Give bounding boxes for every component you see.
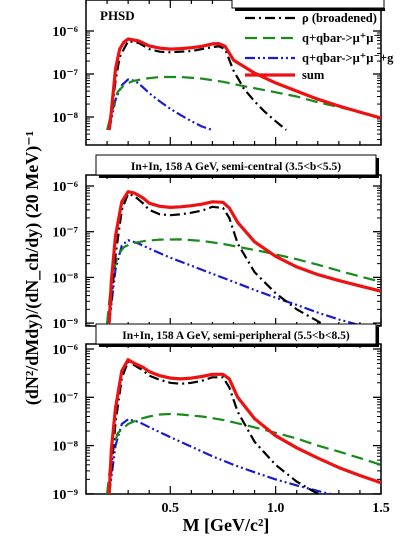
legend-top-shadow: [235, 8, 385, 11]
series-line-0: [108, 40, 287, 131]
series-line-1: [106, 412, 381, 494]
series-line-2: [108, 418, 335, 494]
series-line-3: [107, 37, 381, 131]
series-line-3: [107, 358, 381, 494]
legend-label: sum: [302, 68, 325, 82]
panel-frame: [85, 174, 382, 327]
panel-1: 10⁻⁶ 10⁻⁷ 10⁻⁸ PHSD: [52, 0, 382, 146]
legend-label: ρ (broadened): [302, 11, 377, 25]
panel-3: 10⁻⁶ 10⁻⁷ 10⁻⁸ 10⁻⁹ 0.5 1.0 1.5 In+In, 158 A Ge…: [52, 323, 390, 516]
title-box: [95, 323, 377, 345]
panels-group: 10⁻⁶ 10⁻⁷ 10⁻⁸ PHSD 10⁻⁶ 10⁻⁷ 10⁻⁸ 10⁻⁹ In+In, 1…: [52, 0, 390, 516]
panel-frame: [85, 343, 382, 495]
legend: ρ (broadened) q+qbar->μ⁺μ⁻ q+qbar->μ⁺μ⁻+g s…: [231, 0, 394, 82]
y-tick-label: 10⁻⁷: [52, 68, 78, 83]
y-axis-label: (dN²/dMdy)/(dN_ch/dy) (20 MeV)⁻¹: [22, 131, 43, 405]
y-tick-label: 10⁻⁹: [52, 488, 78, 503]
panel-label: PHSD: [100, 8, 135, 23]
series-line-2: [108, 239, 378, 326]
series-line-1: [106, 238, 381, 324]
y-tick-label: 10⁻⁸: [52, 111, 78, 126]
y-tick-label: 10⁻⁸: [52, 440, 78, 455]
y-tick-label: 10⁻⁶: [52, 25, 78, 40]
x-axis-label: M [GeV/c²]: [183, 515, 270, 535]
y-tick-label: 10⁻⁸: [52, 271, 78, 286]
legend-label: q+qbar->μ⁺μ⁻: [302, 31, 380, 45]
legend-label: q+qbar->μ⁺μ⁻+g: [302, 51, 394, 65]
series-line-0: [108, 192, 328, 326]
panel-title: In+In, 158 A GeV, semi-peripheral (5.5<b…: [122, 330, 350, 342]
x-tick-label: 0.5: [162, 501, 180, 516]
panel-2: 10⁻⁶ 10⁻⁷ 10⁻⁸ 10⁻⁹ In+In, 158 A GeV, semi-c…: [52, 154, 382, 332]
y-tick-label: 10⁻⁶: [52, 180, 78, 195]
series-line-0: [108, 360, 321, 494]
x-tick-label: 1.5: [372, 501, 390, 516]
y-tick-label: 10⁻⁷: [52, 391, 78, 406]
y-tick-label: 10⁻⁷: [52, 226, 78, 241]
title-box: [95, 154, 377, 176]
series-line-3: [107, 190, 381, 324]
panel-title: In+In, 158 A GeV, semi-central (3.5<b<5.…: [131, 161, 341, 173]
legend-top-box: [231, 0, 385, 9]
x-tick-label: 1.0: [267, 501, 285, 516]
y-tick-label: 10⁻⁶: [52, 343, 78, 358]
series-line-2: [108, 78, 213, 131]
series-line-1: [106, 75, 381, 131]
y-tick-label: 10⁻⁹: [52, 317, 78, 332]
